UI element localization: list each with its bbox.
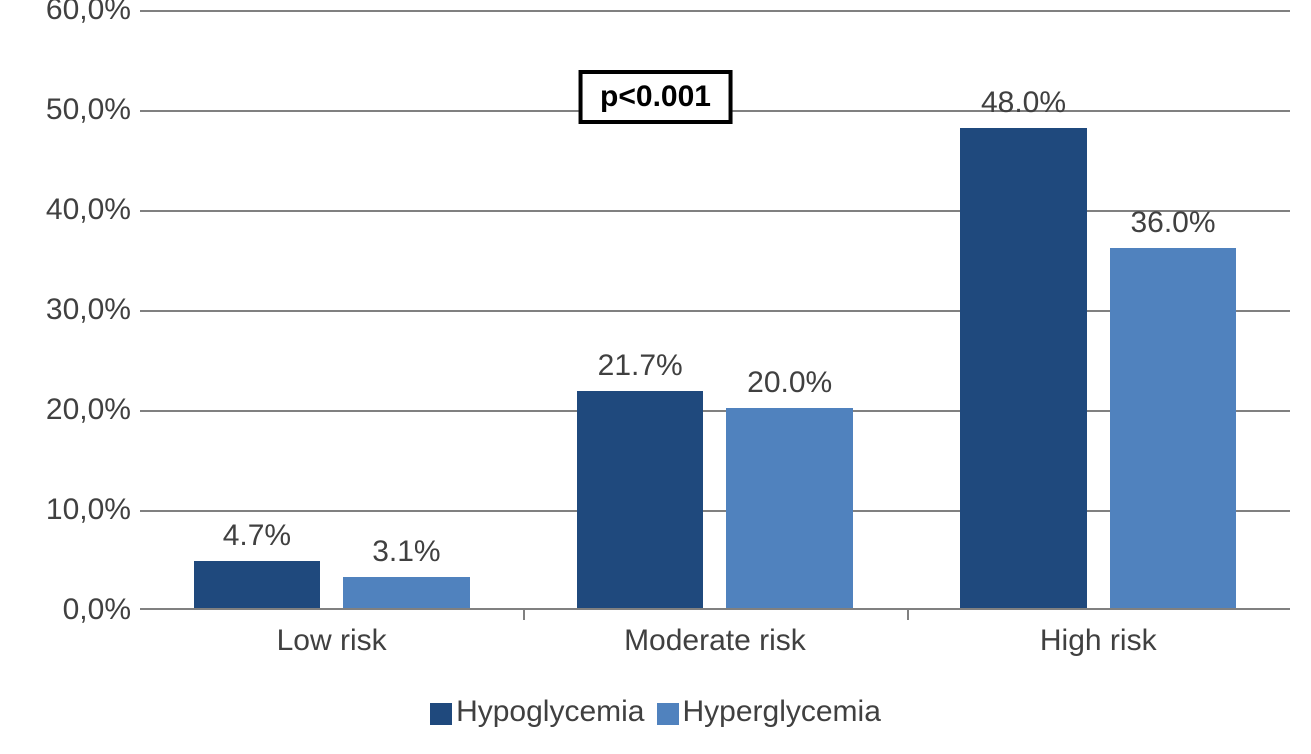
bar-value-label: 36.0% — [1130, 206, 1215, 240]
legend-label: Hyperglycemia — [683, 695, 881, 728]
y-tick-label: 0,0% — [63, 593, 131, 627]
gridline — [140, 10, 1290, 12]
bar-value-label: 3.1% — [372, 535, 440, 569]
gridline — [140, 210, 1290, 212]
legend-item: Hypoglycemia — [430, 695, 644, 729]
y-tick-label: 10,0% — [46, 493, 131, 527]
p-value-text: p<0.001 — [600, 80, 711, 113]
x-category-label: Moderate risk — [624, 624, 806, 658]
x-category-label: Low risk — [277, 624, 387, 658]
legend-swatch — [430, 703, 452, 725]
bar — [577, 391, 704, 608]
x-category-label: High risk — [1040, 624, 1157, 658]
bar-value-label: 4.7% — [223, 519, 291, 553]
legend-label: Hypoglycemia — [456, 695, 644, 728]
bar — [1110, 248, 1237, 608]
bar-value-label: 21.7% — [598, 349, 683, 383]
legend-swatch — [657, 703, 679, 725]
p-value-annotation: p<0.001 — [578, 70, 733, 124]
y-tick-label: 40,0% — [46, 193, 131, 227]
glycemia-risk-chart: Low risk 4.7% 3.1% Moderate risk 21.7% 20.0% H… — [0, 0, 1311, 754]
legend-item: Hyperglycemia — [657, 695, 881, 729]
y-tick-label: 50,0% — [46, 93, 131, 127]
bar — [194, 561, 321, 608]
bar — [726, 408, 853, 608]
bar — [343, 577, 470, 608]
y-tick-label: 20,0% — [46, 393, 131, 427]
bar-value-label: 20.0% — [747, 366, 832, 400]
bar-value-label: 48.0% — [981, 86, 1066, 120]
y-tick-label: 60,0% — [46, 0, 131, 27]
x-tick-mark — [523, 608, 525, 620]
y-tick-label: 30,0% — [46, 293, 131, 327]
legend: Hypoglycemia Hyperglycemia — [0, 695, 1311, 729]
x-tick-mark — [907, 608, 909, 620]
bar — [960, 128, 1087, 608]
